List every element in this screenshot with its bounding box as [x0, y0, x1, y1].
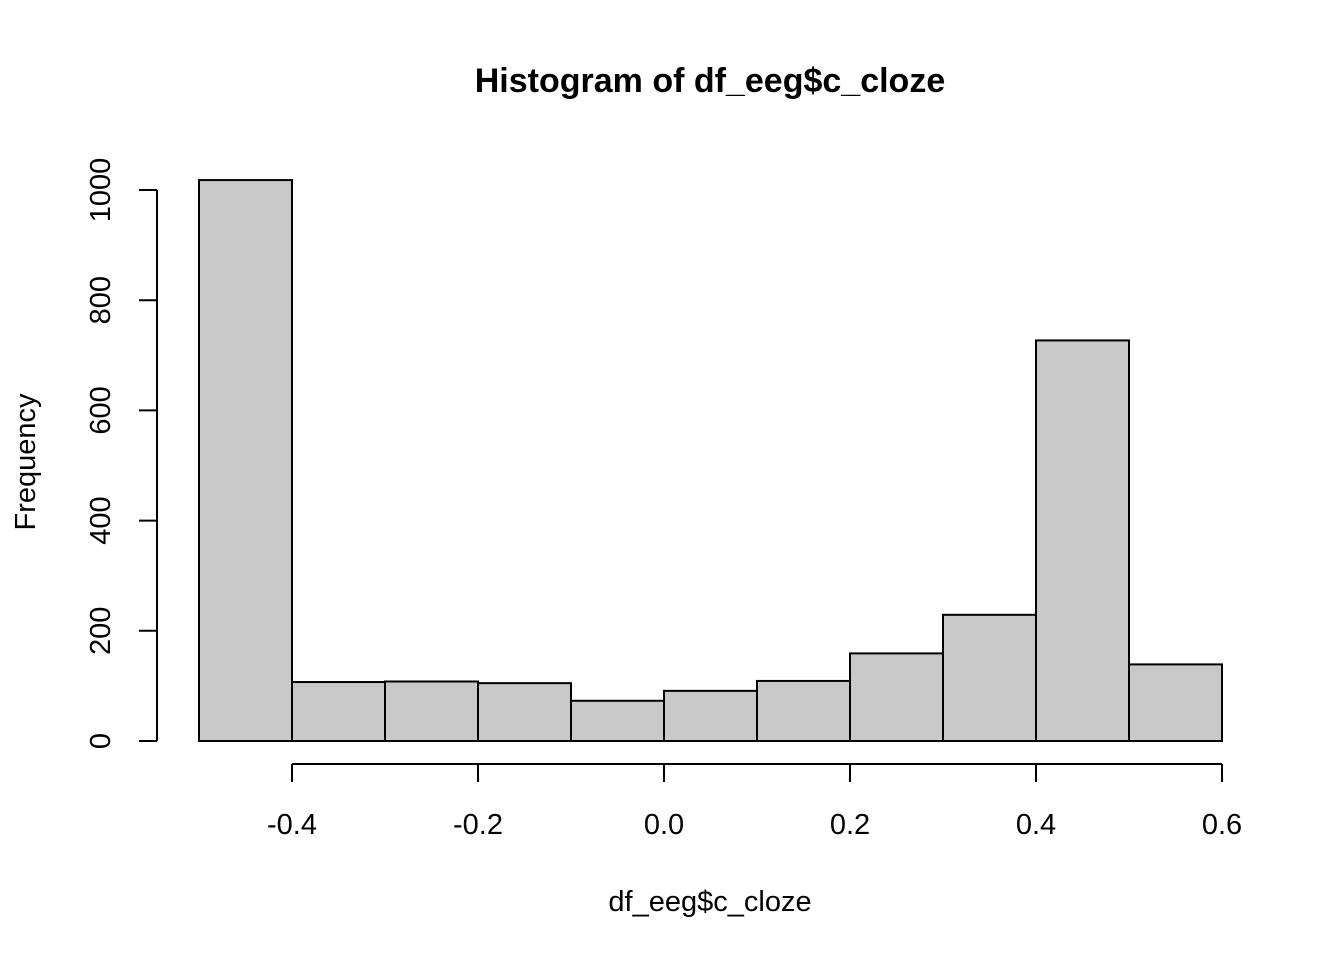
x-tick-label: -0.4: [267, 809, 317, 841]
x-tick-label: 0.4: [1016, 809, 1056, 841]
x-axis-label: df_eeg$c_cloze: [608, 886, 811, 918]
y-axis-label: Frequency: [10, 393, 42, 531]
histogram-bar: [198, 179, 293, 743]
histogram-bar: [942, 613, 1037, 742]
y-tick-label: 0: [85, 733, 117, 749]
y-tick-label: 1000: [85, 158, 117, 223]
bars-group: [198, 179, 1223, 743]
histogram-bar: [570, 699, 665, 742]
y-tick-label: 800: [85, 276, 117, 324]
x-tick-label: 0.2: [830, 809, 870, 841]
histogram-bar: [291, 681, 386, 743]
x-tick-label: 0.6: [1202, 809, 1242, 841]
y-tick-label: 400: [85, 496, 117, 544]
chart-title: Histogram of df_eeg$c_cloze: [475, 62, 945, 100]
x-tick-label: -0.2: [453, 809, 503, 841]
histogram-bar: [1035, 339, 1130, 742]
histogram-bar: [849, 652, 944, 742]
y-tick-label: 200: [85, 607, 117, 655]
histogram-bar: [1128, 663, 1223, 743]
y-axis: 0 200 400 600 800 1000: [85, 158, 158, 749]
x-axis: -0.4 -0.2 0.0 0.2 0.4 0.6: [267, 763, 1242, 841]
x-tick-label: 0.0: [644, 809, 684, 841]
histogram-bar: [384, 680, 479, 743]
histogram-bar: [756, 679, 851, 742]
y-tick-label: 600: [85, 386, 117, 434]
histogram-bar: [663, 689, 758, 743]
histogram-bar: [477, 682, 572, 743]
